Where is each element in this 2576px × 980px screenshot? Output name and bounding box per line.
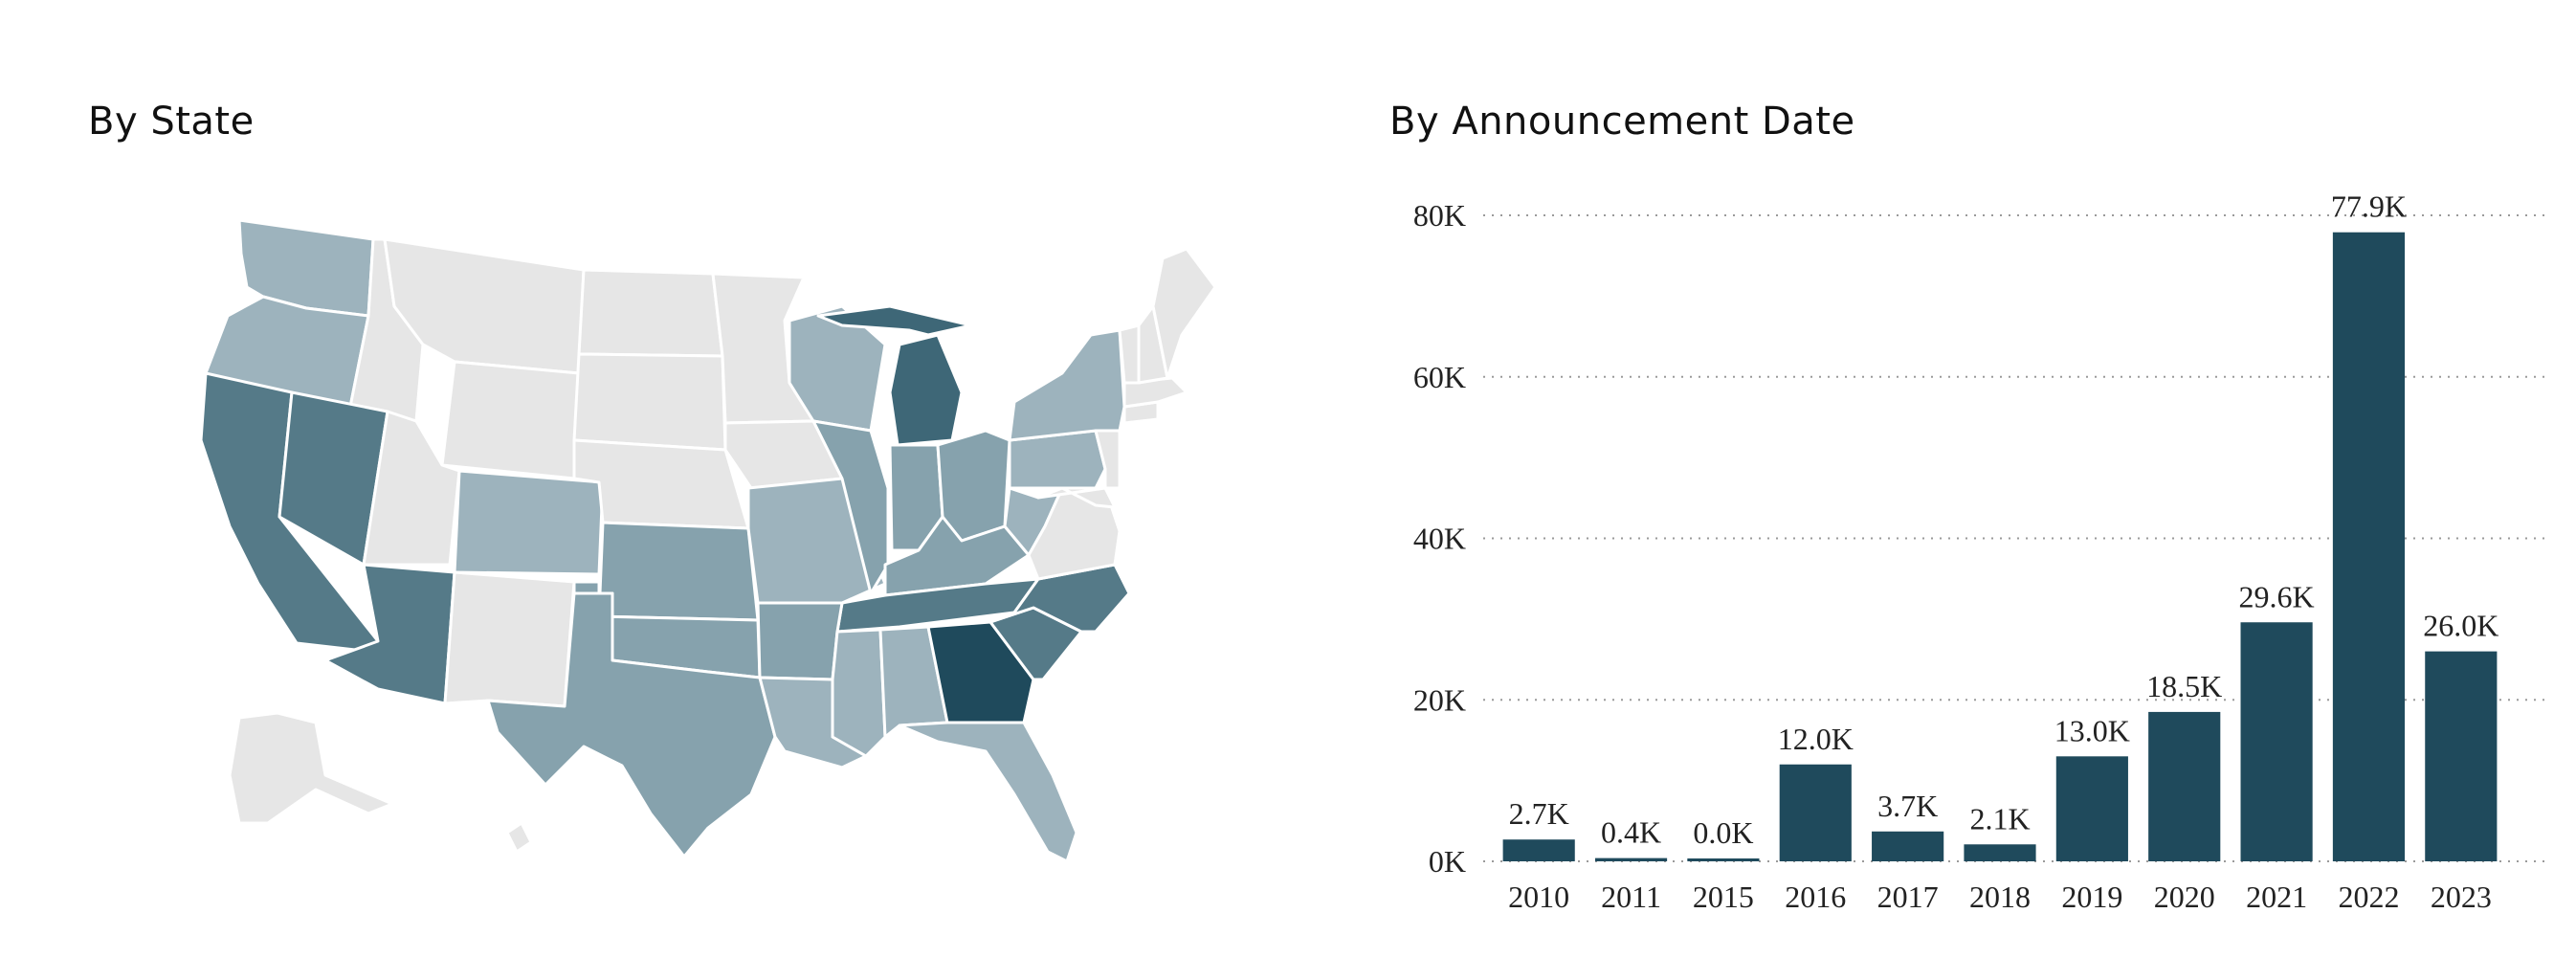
data-label-2021: 29.6K — [2239, 579, 2315, 613]
bar-2018[interactable] — [1964, 844, 2036, 861]
x-tick-label: 2011 — [1601, 880, 1661, 914]
data-label-2011: 0.4K — [1601, 815, 1661, 850]
bar-2011[interactable] — [1594, 858, 1668, 861]
data-label-2018: 2.1K — [1969, 801, 2030, 835]
bar-2017[interactable] — [1872, 831, 1944, 861]
y-axis-ticks: 0K 20K 40K 60K 80K — [1413, 198, 1466, 879]
state-AK[interactable] — [228, 711, 394, 825]
state-GA[interactable] — [926, 620, 1035, 724]
state-VA[interactable] — [1027, 486, 1121, 581]
bar-2020[interactable] — [2148, 711, 2221, 861]
bar-2015[interactable] — [1687, 858, 1760, 861]
state-MS[interactable] — [831, 628, 887, 758]
y-tick-label: 0K — [1429, 844, 1466, 879]
state-NM[interactable] — [443, 570, 576, 708]
data-label-2016: 12.0K — [1778, 722, 1854, 756]
state-NY[interactable] — [1008, 328, 1126, 442]
x-tick-label: 2017 — [1877, 880, 1939, 914]
bar-chart-svg: 0K 20K 40K 60K 80K 2.7K 0.4K 0.0K 12.0K 3.7K 2.1K… — [1413, 189, 2545, 914]
x-tick-label: 2018 — [1969, 880, 2031, 914]
bar-2010[interactable] — [1502, 839, 1575, 861]
y-tick-label: 80K — [1413, 198, 1466, 233]
state-SD[interactable] — [572, 352, 727, 452]
bar-2016[interactable] — [1779, 764, 1852, 861]
data-labels: 2.7K 0.4K 0.0K 12.0K 3.7K 2.1K 13.0K 18.5K 29.6K… — [1509, 189, 2499, 850]
x-tick-label: 2023 — [2431, 880, 2492, 914]
x-tick-label: 2021 — [2246, 880, 2307, 914]
us-state-map — [172, 201, 1234, 871]
bar-2023[interactable] — [2425, 651, 2498, 861]
state-VT[interactable] — [1118, 323, 1141, 385]
state-TX[interactable] — [486, 591, 777, 858]
state-CO[interactable] — [453, 469, 605, 576]
state-ND[interactable] — [577, 268, 724, 358]
x-tick-label: 2010 — [1508, 880, 1569, 914]
bars — [1502, 232, 2498, 861]
state-HI[interactable] — [505, 821, 533, 854]
x-tick-label: 2020 — [2154, 880, 2215, 914]
x-tick-label: 2019 — [2061, 880, 2122, 914]
state-AR[interactable] — [756, 601, 844, 681]
bar-2022[interactable] — [2332, 232, 2406, 861]
state-WY[interactable] — [440, 360, 581, 480]
data-label-2023: 26.0K — [2423, 609, 2498, 643]
bar-2019[interactable] — [2055, 756, 2128, 861]
x-tick-label: 2015 — [1693, 880, 1754, 914]
data-label-2017: 3.7K — [1877, 789, 1938, 823]
x-tick-label: 2022 — [2338, 880, 2399, 914]
data-label-2020: 18.5K — [2146, 669, 2222, 703]
bar-2021[interactable] — [2240, 622, 2313, 861]
data-label-2019: 13.0K — [2054, 713, 2130, 747]
y-tick-label: 60K — [1413, 360, 1466, 394]
y-tick-label: 40K — [1413, 522, 1466, 556]
data-label-2010: 2.7K — [1509, 796, 1569, 831]
chart-title: By Announcement Date — [1389, 100, 1855, 144]
data-label-2022: 77.9K — [2331, 189, 2407, 224]
x-tick-label: 2016 — [1785, 880, 1846, 914]
state-KS[interactable] — [597, 521, 760, 622]
map-title: By State — [88, 100, 255, 144]
state-NJ[interactable] — [1094, 429, 1121, 490]
state-FL[interactable] — [898, 721, 1078, 863]
bar-chart: 0K 20K 40K 60K 80K 2.7K 0.4K 0.0K 12.0K 3.7K 2.1K… — [1378, 172, 2565, 938]
state-ME[interactable] — [1151, 247, 1217, 380]
y-tick-label: 20K — [1413, 682, 1466, 717]
us-map-svg — [199, 218, 1217, 863]
x-axis-ticks: 2010 2011 2015 2016 2017 2018 2019 2020 2021 2022… — [1508, 880, 2492, 914]
state-MD[interactable] — [1036, 486, 1117, 509]
data-label-2015: 0.0K — [1693, 815, 1753, 850]
